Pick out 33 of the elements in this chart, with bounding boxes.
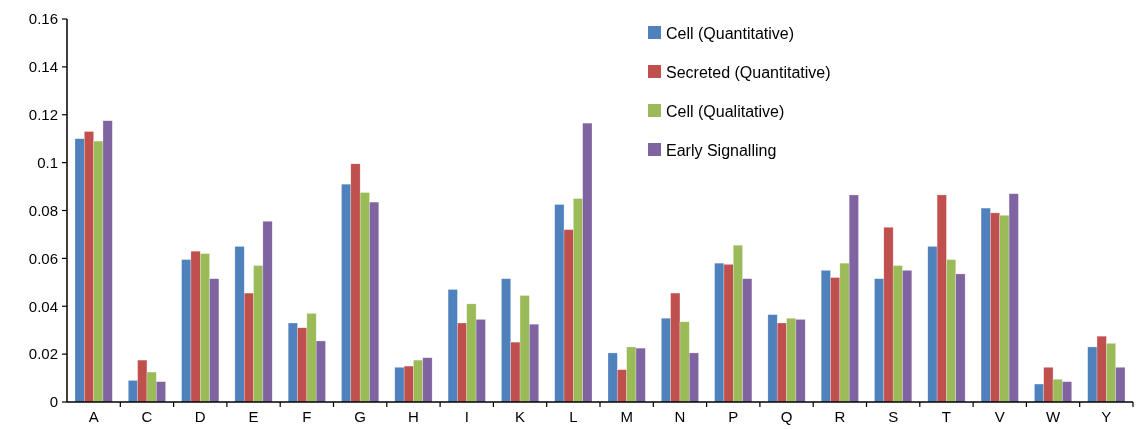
x-tick-label: A	[88, 408, 99, 425]
x-tick-label: P	[728, 408, 739, 425]
y-tick-label: 0.16	[28, 10, 58, 28]
x-tick-label: Y	[1101, 408, 1112, 425]
x-tick-label: M	[620, 408, 633, 425]
x-tick-label: D	[194, 408, 206, 425]
x-tick-label: G	[354, 408, 366, 425]
y-tick-label: 0.06	[28, 249, 58, 267]
y-tick-label: 0.12	[28, 106, 58, 123]
x-tick-label: I	[464, 408, 469, 425]
y-tick-label: 0.08	[28, 201, 58, 219]
x-tick-label: V	[994, 408, 1005, 425]
x-tick-label: T	[941, 408, 952, 425]
x-tick-label: F	[302, 408, 312, 425]
legend-label: Cell (Qualitative)	[666, 102, 785, 120]
x-tick-label: H	[408, 408, 419, 425]
x-tick-label: L	[569, 408, 578, 425]
legend-label: Cell (Quantitative)	[666, 24, 795, 42]
x-tick-label: W	[1045, 408, 1061, 425]
x-tick-label: C	[141, 408, 153, 425]
y-tick-label: 0.02	[28, 345, 58, 363]
x-tick-label: R	[834, 408, 846, 425]
y-tick-label: 0	[49, 393, 58, 411]
legend-label: Secreted (Quantitative)	[666, 63, 831, 81]
y-tick-label: 0.14	[28, 58, 58, 76]
x-tick-label: Q	[780, 408, 793, 425]
y-tick-label: 0.04	[28, 297, 58, 315]
x-tick-label: N	[674, 408, 686, 425]
x-tick-label: K	[515, 408, 526, 425]
y-tick-label: 0.1	[37, 153, 58, 171]
x-tick-label: S	[888, 408, 899, 425]
x-tick-label: E	[248, 408, 259, 425]
legend-label: Early Signalling	[666, 141, 777, 159]
